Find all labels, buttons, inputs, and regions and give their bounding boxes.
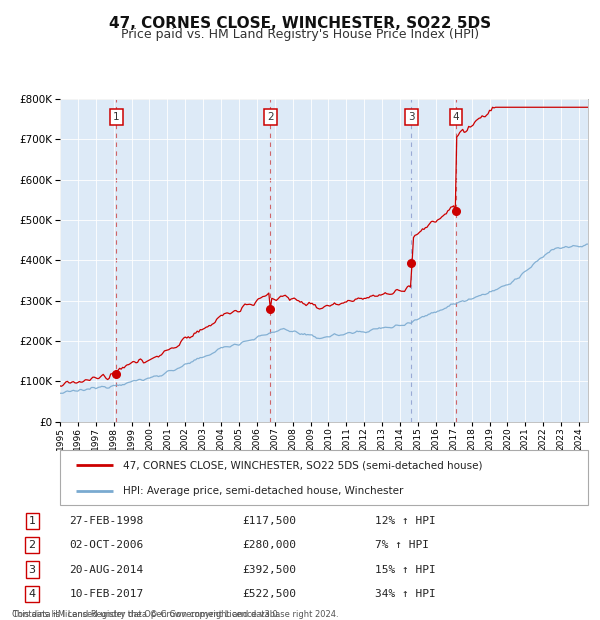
Text: 20-AUG-2014: 20-AUG-2014 (70, 565, 144, 575)
Text: HPI: Average price, semi-detached house, Winchester: HPI: Average price, semi-detached house,… (124, 486, 404, 497)
Text: 27-FEB-1998: 27-FEB-1998 (70, 516, 144, 526)
Text: 10-FEB-2017: 10-FEB-2017 (70, 589, 144, 599)
Text: 4: 4 (29, 589, 36, 599)
Text: Price paid vs. HM Land Registry's House Price Index (HPI): Price paid vs. HM Land Registry's House … (121, 28, 479, 41)
Text: 47, CORNES CLOSE, WINCHESTER, SO22 5DS (semi-detached house): 47, CORNES CLOSE, WINCHESTER, SO22 5DS (… (124, 460, 483, 470)
Text: 34% ↑ HPI: 34% ↑ HPI (375, 589, 436, 599)
Text: 1: 1 (113, 112, 119, 122)
Text: 47, CORNES CLOSE, WINCHESTER, SO22 5DS: 47, CORNES CLOSE, WINCHESTER, SO22 5DS (109, 16, 491, 30)
Text: 7% ↑ HPI: 7% ↑ HPI (375, 540, 429, 551)
Text: 2: 2 (267, 112, 274, 122)
Text: 3: 3 (29, 565, 35, 575)
Text: 3: 3 (408, 112, 415, 122)
Text: 15% ↑ HPI: 15% ↑ HPI (375, 565, 436, 575)
Text: 1: 1 (29, 516, 35, 526)
Text: 02-OCT-2006: 02-OCT-2006 (70, 540, 144, 551)
Text: £522,500: £522,500 (242, 589, 296, 599)
Text: £117,500: £117,500 (242, 516, 296, 526)
Text: 4: 4 (452, 112, 459, 122)
Text: £392,500: £392,500 (242, 565, 296, 575)
Text: Contains HM Land Registry data © Crown copyright and database right 2024.: Contains HM Land Registry data © Crown c… (12, 610, 338, 619)
Text: 12% ↑ HPI: 12% ↑ HPI (375, 516, 436, 526)
FancyBboxPatch shape (60, 450, 588, 505)
Text: 2: 2 (29, 540, 36, 551)
Text: £280,000: £280,000 (242, 540, 296, 551)
Text: This data is licensed under the Open Government Licence v3.0.: This data is licensed under the Open Gov… (12, 600, 280, 619)
